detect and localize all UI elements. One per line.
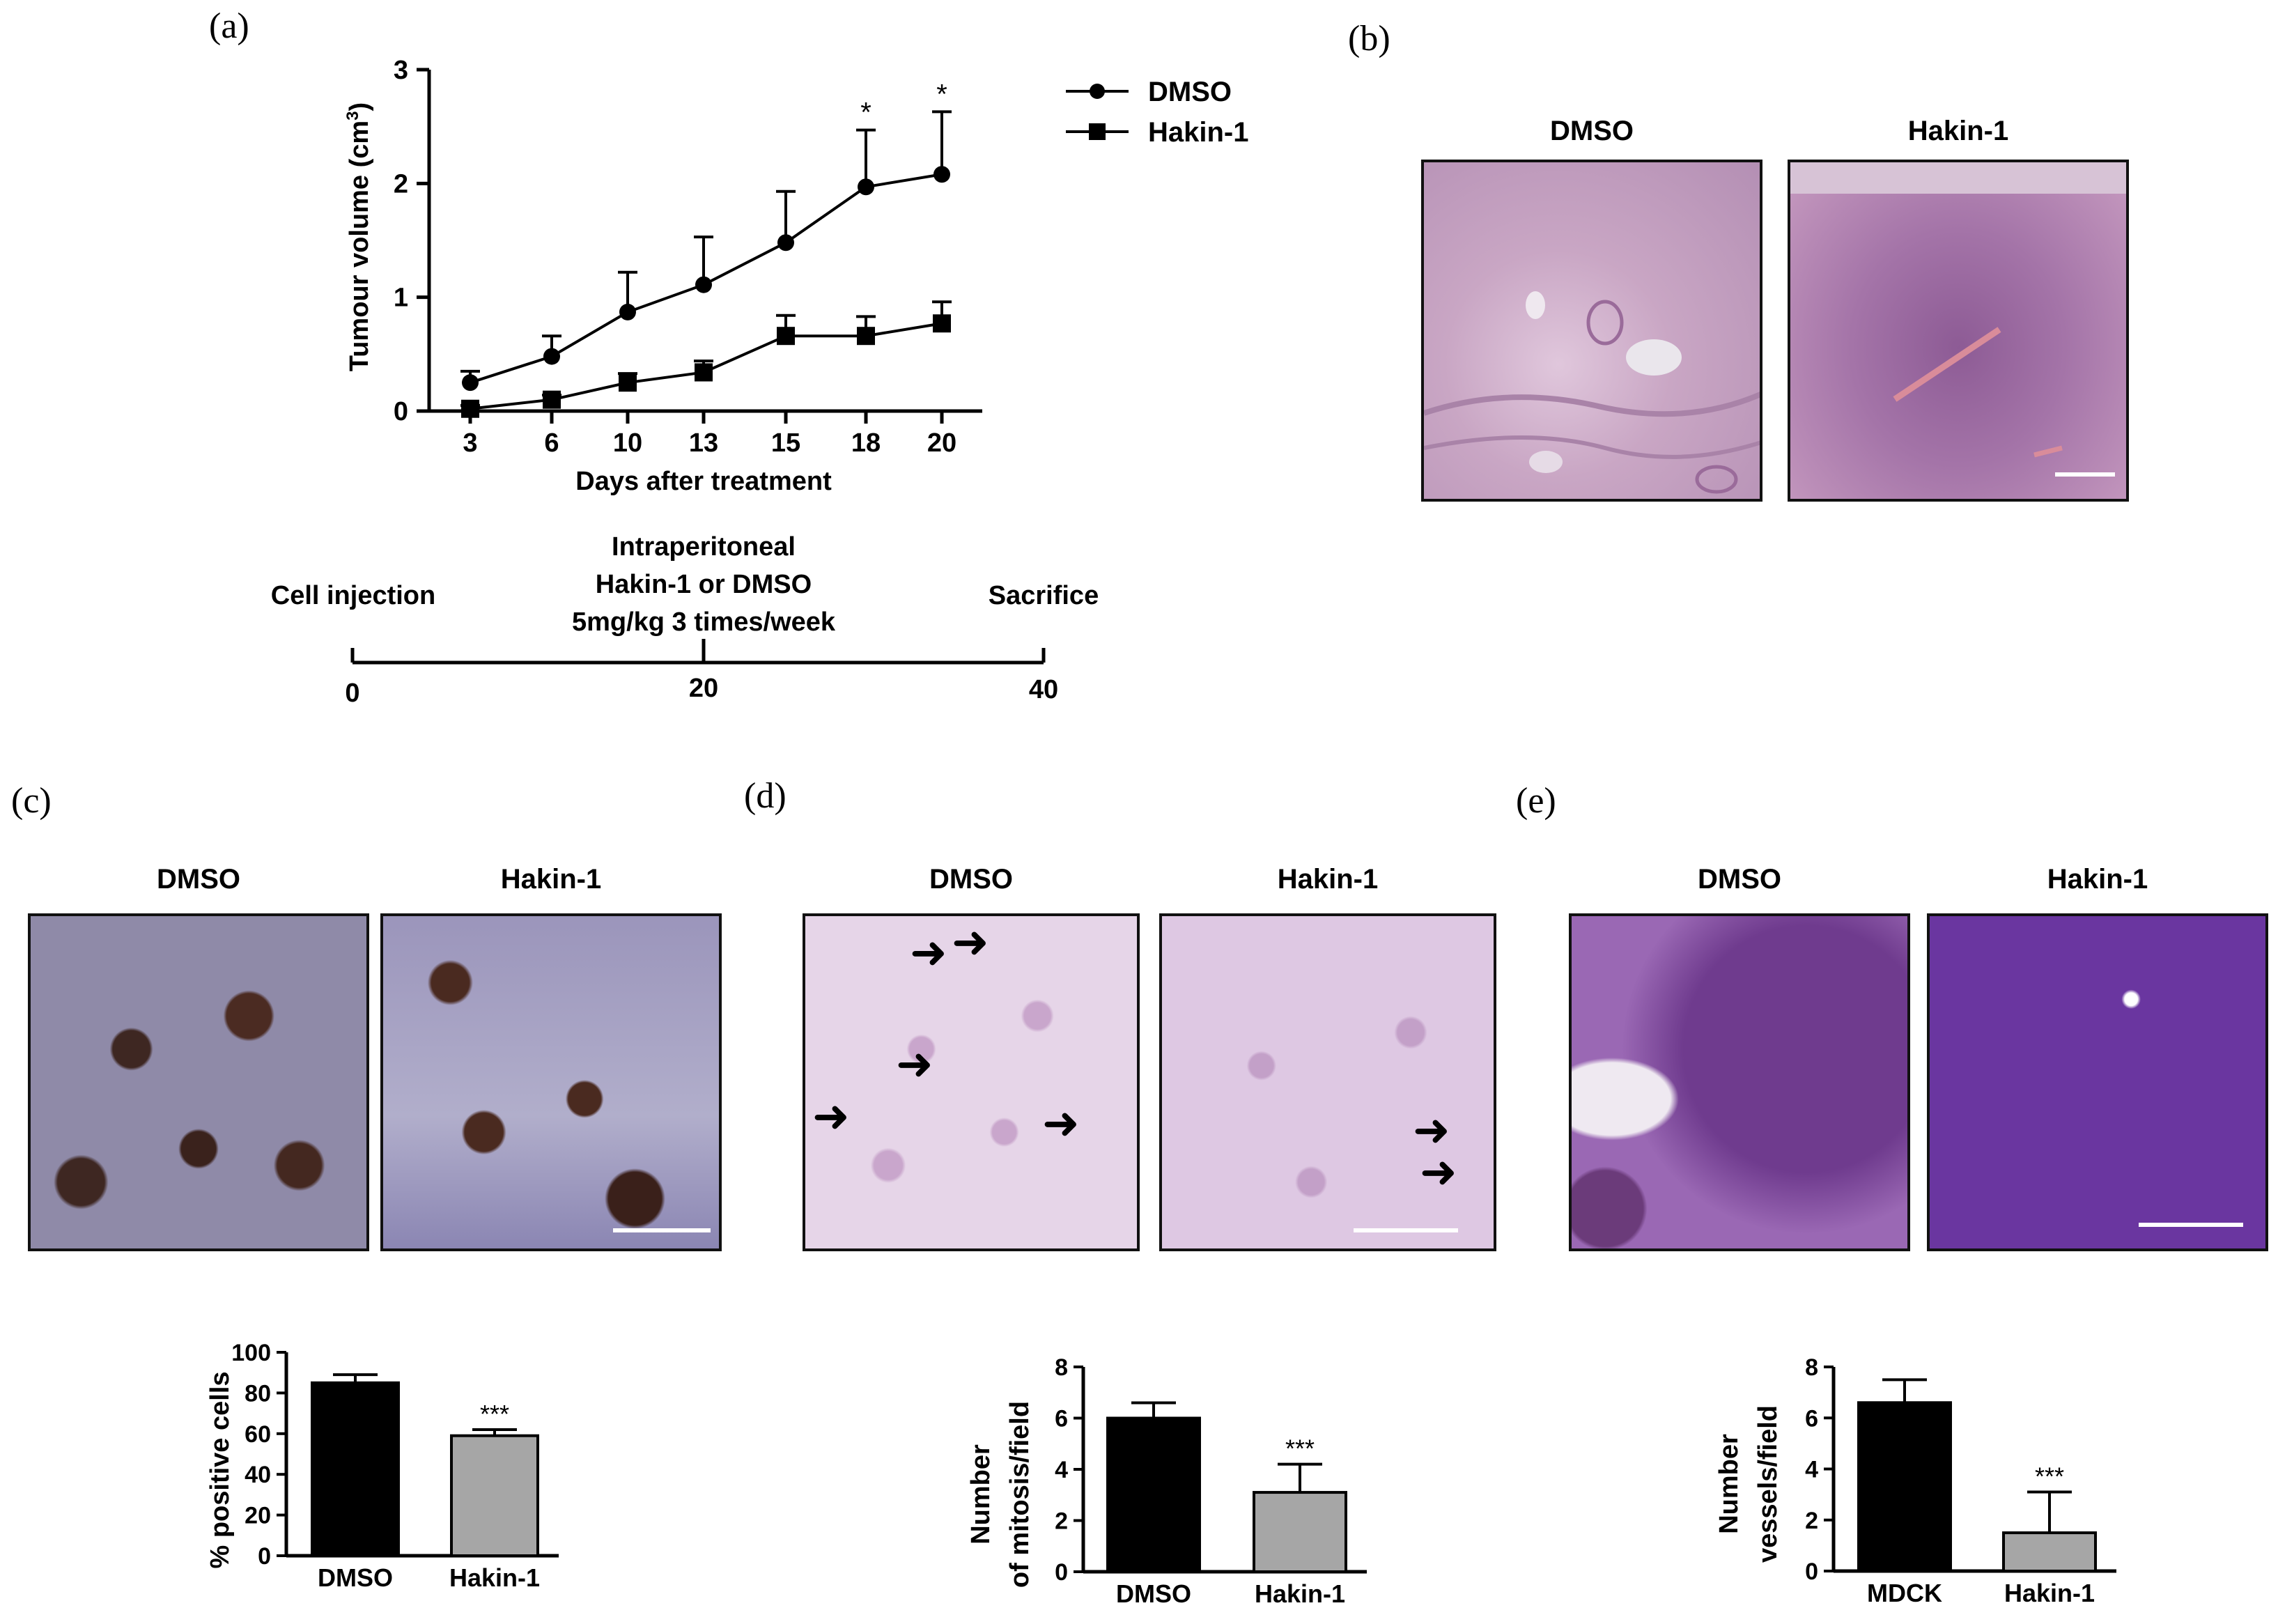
mitosis-arrow-icon: ➜ [1413,1105,1450,1155]
chart-a-point-dmso [543,348,560,365]
mitosis-arrow-icon: ➜ [812,1091,850,1141]
chart-a-ylabel: Tumour volume (cm3) [343,102,374,371]
chart-a-point-hakin1 [695,363,713,382]
chart-a-point-hakin1 [933,314,951,333]
chart-a-xlabel: Days after treatment [575,467,832,496]
chart-a-ytick-label: 2 [394,169,408,199]
mitosis-arrow-icon: ➜ [1420,1147,1457,1197]
panel-d-right-title: Hakin-1 [1277,864,1379,895]
micrograph-d-dmso: ➜ ➜ ➜ ➜ ➜ [803,913,1140,1251]
panel-label-c: (c) [11,781,52,821]
timeline-tick-label-20: 20 [689,674,718,703]
panel-e-left-title: DMSO [1698,864,1781,895]
panel-b-right-title: Hakin-1 [1907,116,2009,146]
micrograph-e-dmso [1569,913,1910,1251]
chart-a-point-dmso [462,374,479,392]
panel-label-d: (d) [744,776,787,816]
micrograph-c-hakin1 [380,913,722,1251]
panel-label-a: (a) [209,6,249,46]
chart-a-point-dmso [933,166,950,183]
timeline-tick-label-40: 40 [1029,675,1058,704]
chart-a-point-hakin1 [543,390,561,409]
panel-c-left-title: DMSO [157,864,240,895]
panel-label-b: (b) [1348,19,1390,59]
chart-a-significance: * [860,98,871,128]
he-tissue-texture [1424,291,1760,494]
legend-dmso-marker [1090,84,1105,99]
panel-label-e: (e) [1516,781,1556,821]
chart-a-xtick-label: 10 [613,428,642,458]
micrograph-c-dmso [28,913,369,1251]
micrograph-d-hakin1: ➜ ➜ [1159,913,1496,1251]
panel-c-right-title: Hakin-1 [500,864,602,895]
timeline-mid-label-1: Intraperitoneal [612,532,796,562]
chart-a-point-hakin1 [777,327,795,346]
chart-a-ytick-label: 1 [394,284,408,313]
chart-a-xtick-label: 15 [771,428,800,458]
micrograph-e-hakin1 [1927,913,2268,1251]
chart-a-ytick-label: 3 [394,56,408,85]
he-tissue-texture [1790,162,2126,458]
chart-a-xtick-label: 20 [927,428,956,458]
chart-a-point-hakin1 [461,399,479,418]
micrograph-b-hakin1 [1788,160,2129,502]
chart-a-xtick-label: 18 [851,428,881,458]
panel-b-left-title: DMSO [1550,116,1634,146]
chart-a-xtick-label: 13 [689,428,718,458]
legend-dmso-label: DMSO [1148,77,1232,107]
timeline-tick-label-0: 0 [345,679,359,708]
chart-a-point-dmso [695,276,712,293]
micrograph-b-dmso [1421,160,1762,502]
timeline-mid-label-2: Hakin-1 or DMSO [596,570,812,599]
chart-a-point-dmso [619,303,636,320]
chart-a-point-hakin1 [619,373,637,392]
scalebar-e [2139,1223,2243,1227]
legend-hakin-label: Hakin-1 [1148,117,1249,148]
mitosis-arrow-icon: ➜ [1042,1098,1080,1148]
scalebar-b [2055,472,2115,477]
chart-a-xtick-label: 3 [463,428,477,458]
mitosis-arrow-icon: ➜ [896,1039,933,1089]
scalebar-d [1354,1228,1458,1232]
chart-a-ytick-label: 0 [394,397,408,426]
timeline-right-label: Sacrifice [989,581,1099,610]
mitosis-arrow-icon: ➜ [952,917,989,967]
timeline-left-label: Cell injection [271,581,435,610]
chart-a-point-hakin1 [857,327,875,346]
timeline-mid-label-3: 5mg/kg 3 times/week [572,608,836,637]
legend-hakin-marker [1089,123,1106,140]
chart-a-significance: * [936,79,947,109]
mitosis-arrow-icon: ➜ [910,927,947,977]
chart-a-xtick-label: 6 [544,428,559,458]
panel-d-left-title: DMSO [929,864,1013,895]
chart-a-point-dmso [858,178,874,196]
timeline: 0 20 40 Cell injection Intraperitoneal H… [271,532,1099,708]
chart-a-point-dmso [777,234,794,252]
panel-e-right-title: Hakin-1 [2047,864,2148,895]
scalebar-c [613,1228,711,1232]
